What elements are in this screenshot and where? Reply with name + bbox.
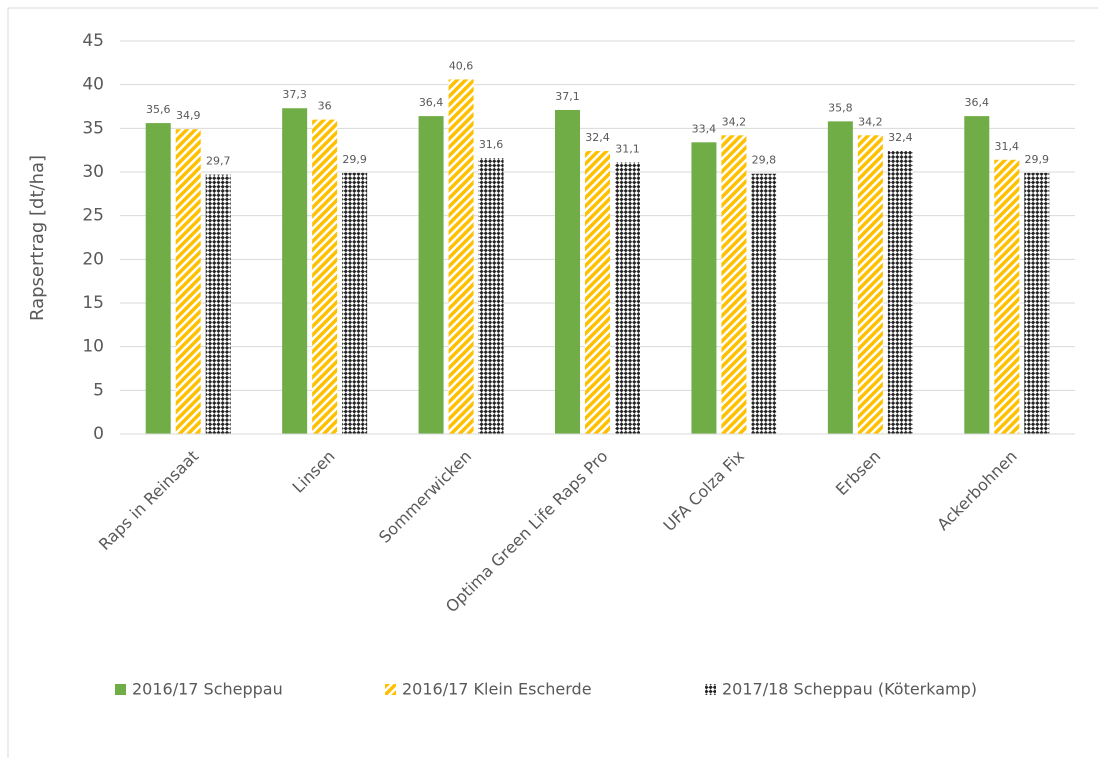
y-tick-label: 10 [82,337,104,357]
y-tick-label: 25 [82,206,104,226]
x-tick-label: Sommerwicken [375,447,475,547]
y-axis-label: Rapsertrag [dt/ha] [27,155,48,321]
legend-label: 2016/17 Klein Escherde [402,680,592,699]
bar [964,116,990,435]
legend-label: 2017/18 Scheppau (Köterkamp) [722,680,977,699]
bar [145,123,171,435]
bar [205,174,231,434]
y-tick-label: 5 [93,380,104,400]
legend-label: 2016/17 Scheppau [132,680,283,699]
bar [478,158,504,434]
value-label: 29,8 [752,154,777,167]
value-label: 33,4 [692,122,717,135]
bar [585,151,610,435]
legend-swatch [115,684,126,695]
value-label: 36,4 [419,96,444,109]
bar [721,135,747,434]
y-tick-label: 35 [82,118,104,138]
x-tick-label: Optima Green Life Raps Pro [442,447,612,617]
bar [887,151,913,435]
value-label: 37,3 [282,88,307,101]
y-tick-label: 15 [82,293,104,313]
bar [827,121,853,434]
bar [751,173,777,434]
value-label: 31,1 [615,142,640,155]
value-label: 29,9 [1025,153,1050,166]
bar [282,108,308,434]
value-label: 36 [318,100,332,113]
value-label: 34,2 [722,115,747,128]
x-tick-label: Raps in Reinsaat [95,447,202,554]
x-tick-label: UFA Colza Fix [659,447,747,535]
value-label: 37,1 [555,90,580,103]
y-tick-label: 30 [82,162,104,182]
x-tick-label: Ackerbohnen [933,447,1021,535]
value-label: 36,4 [965,96,990,109]
bar [175,129,201,434]
value-label: 31,6 [479,138,504,151]
x-tick-label: Erbsen [832,447,884,499]
value-label: 35,6 [146,103,171,116]
y-tick-label: 40 [82,75,104,95]
bar [1024,172,1050,434]
y-tick-label: 45 [82,31,104,51]
bar [418,116,444,435]
value-label: 31,4 [995,140,1020,153]
y-tick-label: 20 [82,249,104,269]
legend-swatch [385,684,396,695]
value-label: 35,8 [828,101,853,114]
bar [994,159,1020,435]
bar [555,109,580,434]
value-label: 34,9 [176,109,201,122]
value-label: 34,2 [858,115,883,128]
value-label: 32,4 [585,131,610,144]
chart-frame [7,7,1098,762]
bar [691,142,717,434]
x-tick-label: Linsen [289,447,339,497]
value-label: 40,6 [449,59,474,72]
bar [615,162,640,435]
bar [857,135,883,434]
bar [448,79,474,434]
bar [312,119,338,434]
bar [342,172,368,434]
value-label: 32,4 [888,131,913,144]
y-tick-label: 0 [93,424,104,444]
legend-swatch [705,684,716,695]
value-label: 29,9 [342,153,367,166]
value-label: 29,7 [206,155,231,168]
